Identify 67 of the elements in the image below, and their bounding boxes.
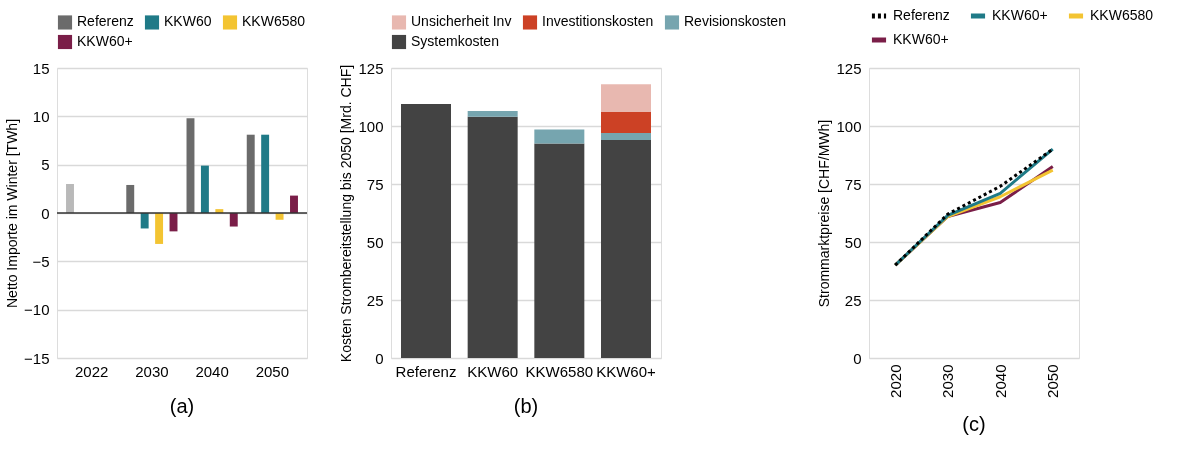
text: (c): [962, 413, 986, 436]
y-tick-label: 75: [366, 175, 384, 193]
y-tick-label: −10: [24, 301, 50, 319]
y-tick-label: 0: [41, 204, 50, 222]
y-axis-title: Strommarktpreise [CHF/MWh]: [816, 119, 833, 308]
bar: [601, 112, 651, 133]
x-tick-label: 2022: [74, 362, 109, 380]
y-tick-label: 100: [836, 117, 862, 135]
legend-label: Investitionskosten: [542, 13, 654, 30]
bar: [401, 103, 451, 358]
y-tick-label: 15: [32, 59, 50, 77]
y-tick-label: 0: [853, 349, 862, 367]
x-tick-label: 2020: [886, 364, 904, 398]
bar: [467, 110, 518, 117]
bar: [246, 134, 255, 213]
x-tick-label: 2030: [939, 364, 957, 398]
y-tick-label: 125: [836, 59, 862, 77]
y-tick-label: 25: [366, 291, 384, 309]
y-tick-label: 25: [844, 291, 862, 309]
bar: [601, 139, 651, 358]
y-axis-title: Kosten Strombereitstellung bis 2050 [Mrd. CHF]: [338, 64, 355, 363]
x-tick-label: Referenz: [395, 362, 457, 380]
text: (a): [169, 395, 195, 417]
bar: [601, 132, 651, 140]
legend-label: KKW60+: [992, 7, 1048, 23]
y-tick-label: 100: [358, 117, 384, 135]
y-tick-label: 50: [366, 233, 384, 251]
bar: [467, 116, 518, 358]
x-tick-label: 2040: [991, 364, 1009, 398]
x-tick-label: 2040: [195, 362, 229, 380]
bar: [261, 134, 270, 213]
x-tick-label: KKW60: [467, 362, 519, 380]
x-tick-label: 2030: [135, 362, 169, 380]
bar: [229, 213, 238, 227]
y-tick-label: 125: [358, 59, 384, 77]
x-tick-label: KKW60+: [596, 362, 657, 380]
y-tick-label: 0: [375, 349, 384, 367]
y-tick-label: 50: [844, 233, 862, 251]
bar: [601, 84, 651, 113]
bar: [534, 129, 585, 144]
bar: [155, 213, 164, 244]
legend-label: Referenz: [77, 13, 134, 30]
legend-label: KKW6580: [1090, 7, 1154, 23]
x-tick-label: 2050: [255, 362, 290, 380]
legend-label: KKW6580: [242, 13, 306, 30]
bar: [200, 165, 209, 213]
bar: [126, 184, 135, 213]
bar: [290, 195, 298, 213]
bar: [66, 184, 74, 213]
y-tick-label: 5: [41, 156, 50, 174]
bar: [140, 213, 149, 229]
legend-label: Systemkosten: [411, 33, 499, 49]
x-tick-label: KKW6580: [525, 362, 594, 380]
legend-label: Unsicherheit Inv: [411, 13, 512, 30]
bar: [534, 143, 585, 358]
x-tick-label: 2050: [1044, 364, 1062, 398]
legend-label: Revisionskosten: [684, 13, 786, 30]
legend-label: KKW60: [164, 13, 212, 30]
text: (b): [513, 395, 539, 417]
y-axis-title: Netto Importe im Winter [TWh]: [4, 118, 21, 309]
legend-label: KKW60+: [77, 33, 133, 49]
y-tick-label: −15: [24, 349, 50, 367]
legend-label: Referenz: [893, 7, 950, 23]
y-tick-label: −5: [32, 252, 50, 270]
y-tick-label: 10: [32, 107, 50, 125]
legend-label: KKW60+: [893, 31, 949, 47]
y-tick-label: 75: [844, 175, 862, 193]
